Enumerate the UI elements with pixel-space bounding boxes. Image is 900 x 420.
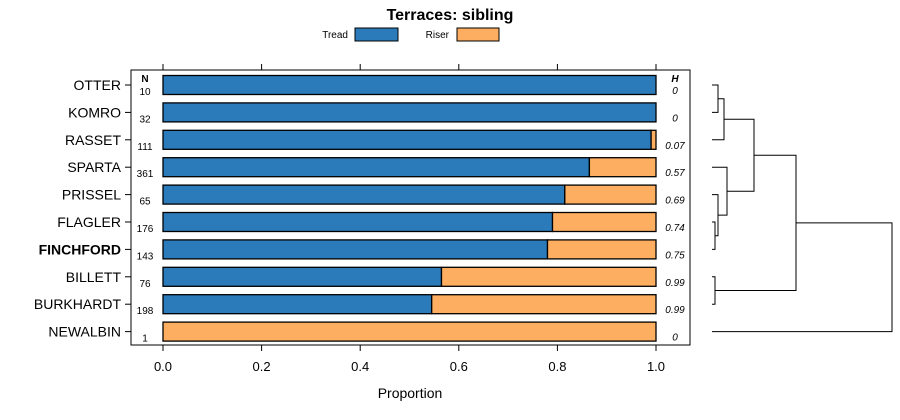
n-value-newalbin: 1: [142, 334, 148, 345]
h-value-flagler: 0.74: [665, 223, 685, 234]
x-tick-label: 0.8: [548, 359, 566, 374]
category-label-prissel: PRISSEL: [62, 187, 121, 203]
n-value-sparta: 361: [137, 169, 154, 180]
bar-billett-tread: [162, 266, 443, 287]
bar-flagler-tread: [162, 211, 554, 233]
category-label-billett: BILLETT: [66, 269, 122, 285]
x-tick-label: 0.2: [253, 359, 271, 374]
n-column-header: N: [141, 74, 148, 85]
x-axis-label: Proportion: [378, 385, 443, 401]
n-value-otter: 10: [139, 87, 151, 98]
legend-label-riser: Riser: [426, 30, 450, 41]
dendrogram-link: [712, 221, 716, 250]
h-value-komro: 0: [672, 113, 678, 124]
category-label-finchford: FINCHFORD: [39, 241, 121, 257]
chart-title: Terraces: sibling: [387, 7, 514, 24]
bar-komro-tread: [162, 102, 657, 123]
h-value-sparta: 0.57: [665, 168, 685, 179]
bar-prissel-tread: [162, 184, 566, 205]
h-value-newalbin: 0: [672, 333, 678, 344]
x-tick-label: 1.0: [647, 359, 665, 374]
h-value-prissel: 0.69: [665, 196, 685, 207]
dendrogram-link: [712, 222, 893, 333]
bar-sparta-riser: [588, 157, 657, 178]
dendrogram-link: [712, 276, 716, 305]
n-value-billett: 76: [139, 279, 151, 290]
bar-newalbin-riser: [162, 321, 657, 342]
x-tick-label: 0.0: [154, 359, 172, 374]
bar-finchford-tread: [162, 239, 549, 260]
legend-swatch-tread: [354, 27, 399, 42]
n-value-prissel: 65: [139, 197, 151, 208]
bars-layer: [162, 74, 657, 342]
x-tick-label: 0.4: [351, 359, 369, 374]
bar-rasset-riser: [650, 129, 657, 150]
category-label-newalbin: NEWALBIN: [48, 324, 121, 340]
dendrogram-link: [712, 84, 719, 113]
bar-rasset-tread: [162, 129, 652, 150]
dendrogram-link: [724, 118, 755, 192]
bar-burkhardt-riser: [431, 294, 657, 315]
bar-finchford-riser: [546, 239, 657, 260]
n-value-komro: 32: [139, 114, 151, 125]
dendrogram-link: [712, 166, 728, 216]
category-label-otter: OTTER: [74, 77, 121, 93]
n-value-burkhardt: 198: [137, 306, 154, 317]
h-value-finchford: 0.75: [665, 250, 685, 261]
h-column-header: H: [671, 74, 679, 85]
category-label-rasset: RASSET: [65, 132, 121, 148]
n-value-rasset: 111: [137, 142, 153, 153]
bar-burkhardt-tread: [162, 294, 433, 315]
category-label-komro: KOMRO: [68, 104, 121, 120]
n-value-finchford: 143: [137, 251, 154, 262]
bar-flagler-riser: [551, 211, 657, 233]
bar-otter-tread: [162, 74, 657, 96]
x-tick-label: 0.6: [450, 359, 468, 374]
category-label-flagler: FLAGLER: [57, 214, 121, 230]
h-value-burkhardt: 0.99: [665, 305, 685, 316]
bar-billett-riser: [440, 266, 657, 287]
legend: Tread Riser: [322, 27, 500, 42]
plot-frame: [130, 69, 691, 346]
n-value-flagler: 176: [137, 224, 154, 235]
legend-label-tread: Tread: [322, 30, 348, 41]
h-value-otter: 0: [672, 86, 678, 97]
category-label-burkhardt: BURKHARDT: [34, 296, 122, 312]
h-value-rasset: 0.07: [665, 141, 685, 152]
bar-sparta-tread: [162, 157, 591, 178]
dendrogram: [712, 84, 893, 333]
bar-prissel-riser: [564, 184, 657, 205]
h-value-billett: 0.99: [665, 278, 685, 289]
category-label-sparta: SPARTA: [67, 159, 121, 175]
legend-swatch-riser: [456, 27, 500, 42]
